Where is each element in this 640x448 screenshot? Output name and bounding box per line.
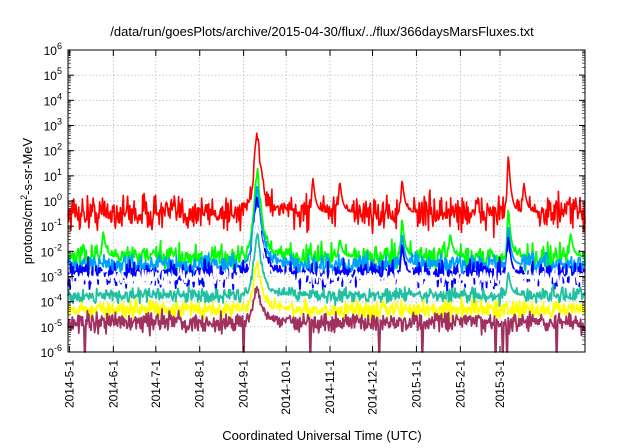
x-tick-label: 2014-5-1 bbox=[62, 360, 76, 408]
y-tick-label: 10-5 bbox=[41, 318, 62, 335]
x-axis: 2014-5-1 2014-6-1 2014-7-1 2014-8-1 2014-9-1… bbox=[62, 50, 507, 415]
y-tick-label: 10-2 bbox=[41, 242, 62, 259]
y-tick-label: 10-6 bbox=[41, 343, 62, 360]
x-tick-label: 2014-11-1 bbox=[323, 360, 337, 414]
series-group bbox=[67, 132, 586, 353]
series-line bbox=[67, 232, 586, 308]
y-tick-label: 10-4 bbox=[41, 293, 62, 310]
y-tick-label: 101 bbox=[44, 167, 62, 184]
y-tick-label: 10-3 bbox=[41, 268, 62, 285]
y-tick-label: 103 bbox=[44, 117, 62, 134]
y-tick-label: 105 bbox=[44, 66, 62, 83]
x-tick-label: 2014-6-1 bbox=[106, 360, 120, 408]
x-tick-label: 2015-3-1 bbox=[493, 360, 507, 408]
series-line bbox=[67, 207, 586, 289]
x-tick-label: 2015-2-1 bbox=[453, 360, 467, 408]
series-line bbox=[67, 260, 586, 324]
x-tick-label: 2014-7-1 bbox=[149, 360, 163, 408]
y-tick-label: 102 bbox=[44, 142, 62, 159]
x-tick-label: 2015-1-1 bbox=[409, 360, 423, 408]
y-tick-label: 10-1 bbox=[41, 217, 62, 234]
x-tick-label: 2014-12-1 bbox=[366, 360, 380, 415]
series-line bbox=[67, 132, 586, 239]
x-tick-label: 2014-9-1 bbox=[237, 360, 251, 408]
series-line bbox=[67, 285, 586, 353]
y-tick-label: 104 bbox=[44, 91, 62, 108]
x-axis-label: Coordinated Universal Time (UTC) bbox=[222, 428, 421, 443]
y-tick-label: 106 bbox=[44, 41, 62, 58]
x-tick-label: 2014-10-1 bbox=[279, 360, 293, 415]
y-tick-label: 100 bbox=[44, 192, 62, 209]
chart-title: /data/run/goesPlots/archive/2015-04-30/f… bbox=[110, 24, 534, 39]
y-axis-label: protons/cm2-s-sr-MeV bbox=[19, 137, 35, 264]
y-axis: 10-6 10-5 10-4 10-3 10-2 10-1 100 101 102 103 104 1… bbox=[41, 41, 585, 360]
x-tick-label: 2014-8-1 bbox=[193, 360, 207, 408]
